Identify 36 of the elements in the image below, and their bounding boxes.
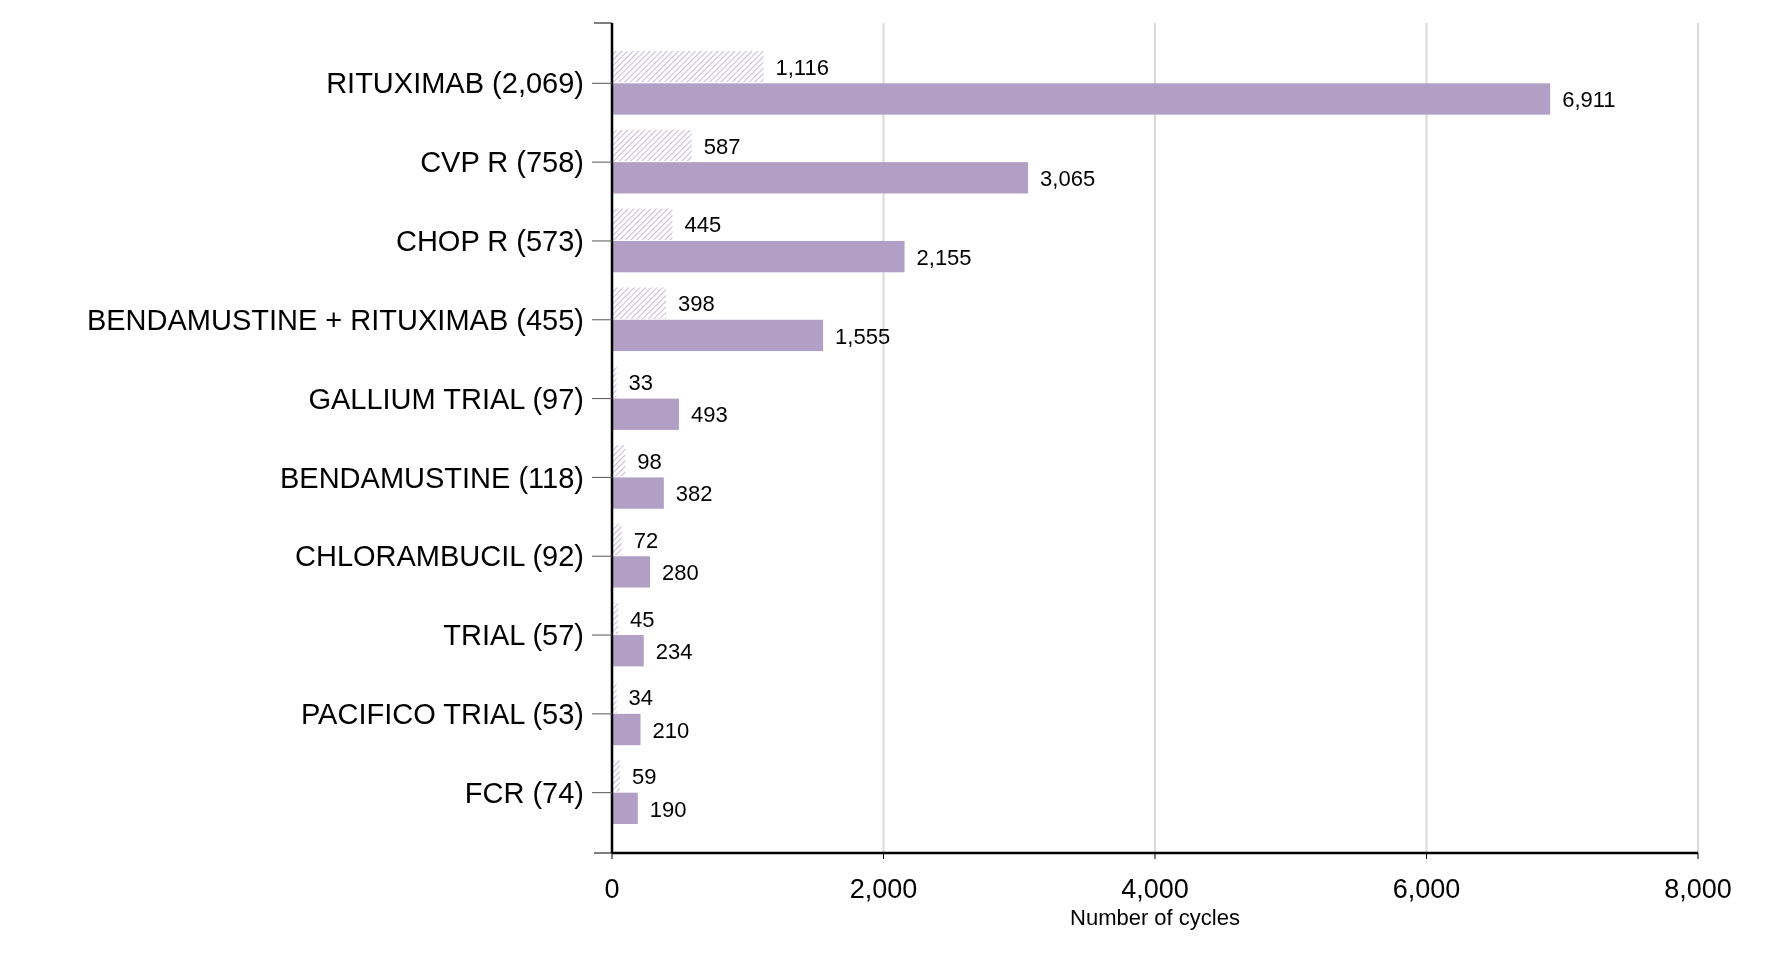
data-label: 6,911 xyxy=(1562,87,1616,113)
data-label: 2,155 xyxy=(916,244,972,270)
data-label: 398 xyxy=(678,291,715,317)
x-tick-label: 4,000 xyxy=(1121,874,1189,904)
data-label: 190 xyxy=(649,796,687,822)
x-tick-label: 6,000 xyxy=(1392,874,1461,904)
data-label: 33 xyxy=(628,370,653,396)
data-label: 210 xyxy=(652,717,690,743)
y-tick-label: RITUXIMAB (2,069) xyxy=(326,67,584,100)
data-label: 445 xyxy=(684,212,722,238)
data-label: 234 xyxy=(655,638,693,664)
y-tick-label: BENDAMUSTINE (118) xyxy=(279,461,584,494)
data-label: 3,065 xyxy=(1040,165,1096,191)
y-tick-label: BENDAMUSTINE + RITUXIMAB (455) xyxy=(86,303,584,336)
data-label: 59 xyxy=(632,764,657,790)
y-tick-label: CHLORAMBUCIL (92) xyxy=(295,540,584,573)
data-label: 45 xyxy=(630,606,655,632)
y-tick-label: CVP R (758) xyxy=(420,146,584,179)
data-label: 72 xyxy=(633,527,659,553)
y-tick-label: FCR (74) xyxy=(464,776,584,809)
data-label: 280 xyxy=(662,560,699,586)
x-axis-title: Number of cycles xyxy=(1070,905,1240,930)
data-label: 1,555 xyxy=(835,323,891,349)
y-tick-label: CHOP R (573) xyxy=(395,225,584,258)
y-tick-label: GALLIUM TRIAL (97) xyxy=(308,382,584,415)
x-tick-label: 2,000 xyxy=(849,874,918,904)
data-label: 493 xyxy=(690,402,728,428)
y-tick-label: PACIFICO TRIAL (53) xyxy=(300,698,584,731)
data-label: 587 xyxy=(703,133,741,159)
data-label: 1,116 xyxy=(775,54,829,80)
data-label: 34 xyxy=(628,685,654,711)
x-tick-label: 8,000 xyxy=(1664,874,1732,904)
y-tick-label: TRIAL (57) xyxy=(443,619,584,652)
data-label: 98 xyxy=(637,448,662,474)
x-tick-label: 0 xyxy=(604,874,620,904)
data-label: 382 xyxy=(675,481,713,507)
